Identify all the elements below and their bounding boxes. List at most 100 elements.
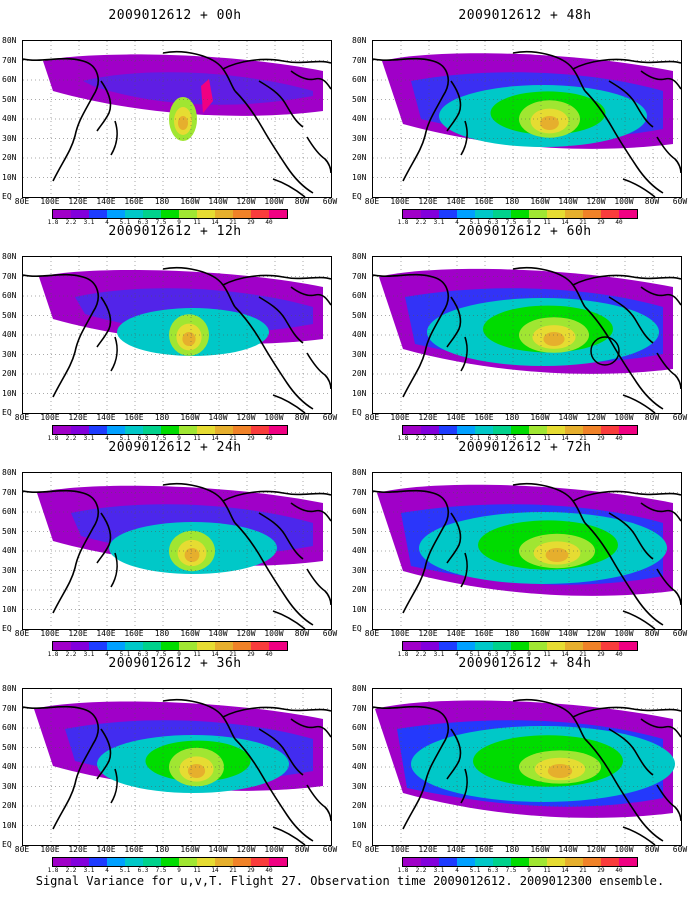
lon-tick-label: 100E bbox=[40, 197, 60, 206]
lon-tick-label: 100E bbox=[390, 413, 410, 422]
colorbar-label: 14 bbox=[211, 435, 219, 442]
lat-tick-label: 50N bbox=[352, 94, 367, 104]
colorbar-label: 7.5 bbox=[155, 219, 167, 226]
map-area bbox=[22, 256, 332, 414]
lon-tick-label: 160W bbox=[530, 197, 550, 206]
lon-tick-label: 120W bbox=[236, 629, 256, 638]
contour-level-7 bbox=[543, 332, 565, 346]
colorbar-swatch bbox=[269, 210, 287, 218]
colorbar-label: 2.2 bbox=[65, 219, 77, 226]
lat-tick-label: EQ bbox=[352, 192, 362, 201]
colorbar-label: 40 bbox=[615, 219, 623, 226]
lat-tick-label: 70N bbox=[352, 487, 367, 497]
colorbar-swatch bbox=[565, 642, 583, 650]
colorbar-swatch bbox=[197, 426, 215, 434]
lon-tick-label: 100E bbox=[390, 845, 410, 854]
lat-tick-label: 30N bbox=[352, 781, 367, 791]
colorbar-label: 21 bbox=[579, 651, 587, 658]
lon-tick-label: 160E bbox=[124, 413, 144, 422]
lon-tick-label: 120W bbox=[586, 845, 606, 854]
coastline bbox=[306, 136, 331, 174]
lon-tick-label: 140E bbox=[96, 629, 116, 638]
lat-tick-label: 10N bbox=[2, 820, 17, 830]
highlight-circle bbox=[590, 336, 620, 366]
colorbar-swatch bbox=[529, 858, 547, 866]
lat-tick-label: 50N bbox=[2, 94, 17, 104]
colorbar-label: 40 bbox=[615, 435, 623, 442]
colorbar-swatch bbox=[143, 210, 161, 218]
coastline bbox=[512, 266, 586, 308]
coastline bbox=[23, 489, 99, 614]
map-panel: 2009012612 + 36h 80N 70N 60N 50N 40N 30N 20N 10N… bbox=[0, 648, 350, 874]
colorbar-label: 4 bbox=[105, 867, 109, 874]
lon-tick-label: 140W bbox=[208, 629, 228, 638]
lon-tick-label: 140E bbox=[446, 845, 466, 854]
lon-tick-label: 160W bbox=[180, 197, 200, 206]
colorbar-label: 21 bbox=[579, 219, 587, 226]
coastline bbox=[290, 718, 331, 738]
lon-tick-label: 140W bbox=[208, 845, 228, 854]
coastline bbox=[234, 738, 314, 842]
lon-tick-label: 140E bbox=[96, 845, 116, 854]
colorbar-swatch bbox=[179, 858, 197, 866]
coastline bbox=[608, 80, 654, 128]
colorbar bbox=[52, 425, 288, 435]
coastline bbox=[512, 50, 586, 92]
colorbar-label: 5.1 bbox=[119, 651, 131, 658]
colorbar-swatch bbox=[511, 642, 529, 650]
coastline bbox=[584, 738, 664, 842]
coastline bbox=[23, 705, 99, 830]
coastline bbox=[608, 728, 654, 776]
colorbar-swatch bbox=[89, 642, 107, 650]
colorbar-swatch bbox=[565, 210, 583, 218]
map-panel: 2009012612 + 72h 80N 70N 60N 50N 40N 30N 20N 10N… bbox=[350, 432, 700, 658]
colorbar-swatch bbox=[197, 642, 215, 650]
coastline bbox=[110, 552, 118, 588]
lat-tick-label: 80N bbox=[2, 252, 17, 261]
coastline bbox=[460, 120, 468, 156]
lon-tick-label: 60W bbox=[322, 413, 338, 422]
colorbar-label: 6.3 bbox=[487, 219, 499, 226]
colorbar-label: 1.8 bbox=[397, 219, 409, 226]
colorbar-swatch bbox=[125, 642, 143, 650]
lon-tick-label: 140E bbox=[446, 629, 466, 638]
lat-tick-label: EQ bbox=[2, 840, 12, 849]
colorbar-label: 9 bbox=[177, 651, 181, 658]
colorbar-swatch bbox=[619, 426, 637, 434]
variance-contour-map bbox=[23, 41, 331, 197]
colorbar-swatch bbox=[71, 642, 89, 650]
colorbar-label: 1.8 bbox=[47, 867, 59, 874]
map-area bbox=[22, 40, 332, 198]
coastline bbox=[622, 610, 656, 629]
lon-tick-label: 100E bbox=[390, 629, 410, 638]
coastline bbox=[222, 490, 331, 502]
coastline bbox=[640, 502, 681, 522]
coastline bbox=[258, 296, 304, 344]
lon-tick-label: 140W bbox=[208, 197, 228, 206]
colorbar-label: 1.8 bbox=[397, 435, 409, 442]
lat-tick-label: 70N bbox=[352, 55, 367, 65]
colorbar-label: 6.3 bbox=[487, 435, 499, 442]
colorbar-label: 3.1 bbox=[83, 219, 95, 226]
colorbar-swatch bbox=[583, 426, 601, 434]
colorbar-swatch bbox=[233, 210, 251, 218]
colorbar-swatch bbox=[565, 858, 583, 866]
coastline bbox=[23, 57, 99, 182]
variance-contour-map bbox=[373, 473, 681, 629]
coastline bbox=[656, 136, 681, 174]
lon-tick-label: 100W bbox=[264, 197, 284, 206]
colorbar-swatch bbox=[511, 858, 529, 866]
coastline bbox=[622, 178, 656, 197]
coastline bbox=[373, 489, 449, 614]
lat-tick-label: 20N bbox=[352, 369, 367, 378]
colorbar-label: 4 bbox=[455, 219, 459, 226]
lat-tick-label: EQ bbox=[352, 840, 362, 849]
lon-tick-label: 80W bbox=[294, 413, 310, 422]
colorbar-swatch bbox=[143, 642, 161, 650]
lat-tick-label: 20N bbox=[352, 153, 367, 162]
coastline bbox=[23, 273, 99, 398]
coastline bbox=[460, 768, 468, 804]
lon-tick-label: 60W bbox=[322, 197, 338, 206]
colorbar-label: 9 bbox=[177, 219, 181, 226]
coastline bbox=[272, 826, 306, 845]
